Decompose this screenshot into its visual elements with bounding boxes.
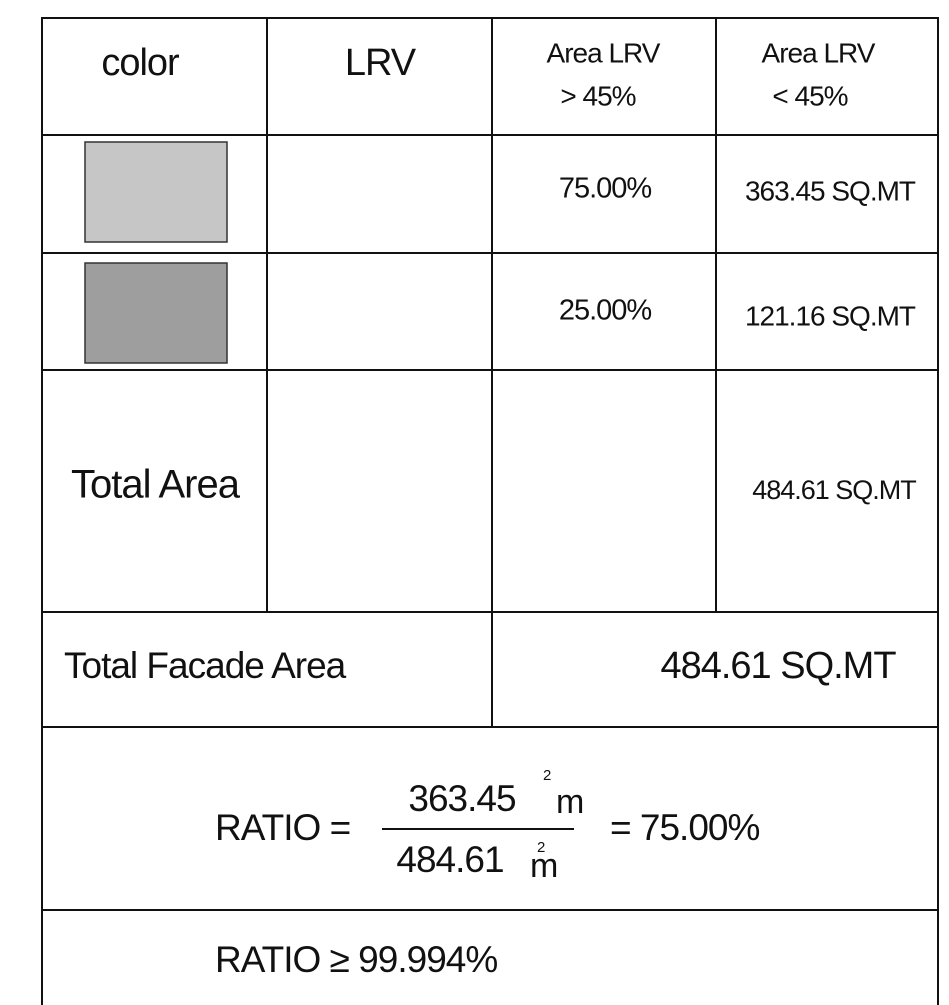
header-cell: Area LRV [547, 37, 661, 68]
cell: 484.61 SQ.MT [660, 645, 896, 687]
header-cell: < 45% [772, 80, 847, 111]
numerator: 363.45 [408, 778, 516, 819]
cell: 121.16 SQ.MT [745, 300, 916, 331]
header-cell: LRV [345, 42, 417, 84]
header-cell: > 45% [560, 80, 635, 111]
unit: m [556, 783, 583, 821]
color-swatch [84, 141, 228, 243]
ratio-result: = 75.00% [610, 807, 759, 848]
ratio-requirement: RATIO ≥ 99.994% [215, 939, 497, 980]
row-label: Total Facade Area [64, 645, 347, 686]
unit: m [530, 847, 557, 885]
cell: 363.45 SQ.MT [745, 175, 916, 206]
exponent: 2 [543, 767, 551, 784]
header-cell: Area LRV [762, 37, 876, 68]
color-swatch [84, 262, 228, 364]
exponent: 2 [537, 839, 545, 856]
cell: 484.61 SQ.MT [752, 475, 916, 505]
cell: 75.00% [559, 173, 652, 205]
row-label: Total Area [71, 463, 241, 507]
header-cell: color [101, 42, 180, 84]
ratio-label: RATIO = [215, 807, 350, 848]
table-grid [41, 17, 939, 1005]
cell: 25.00% [559, 295, 652, 327]
denominator: 484.61 [396, 839, 503, 880]
outer-border [41, 17, 939, 1005]
